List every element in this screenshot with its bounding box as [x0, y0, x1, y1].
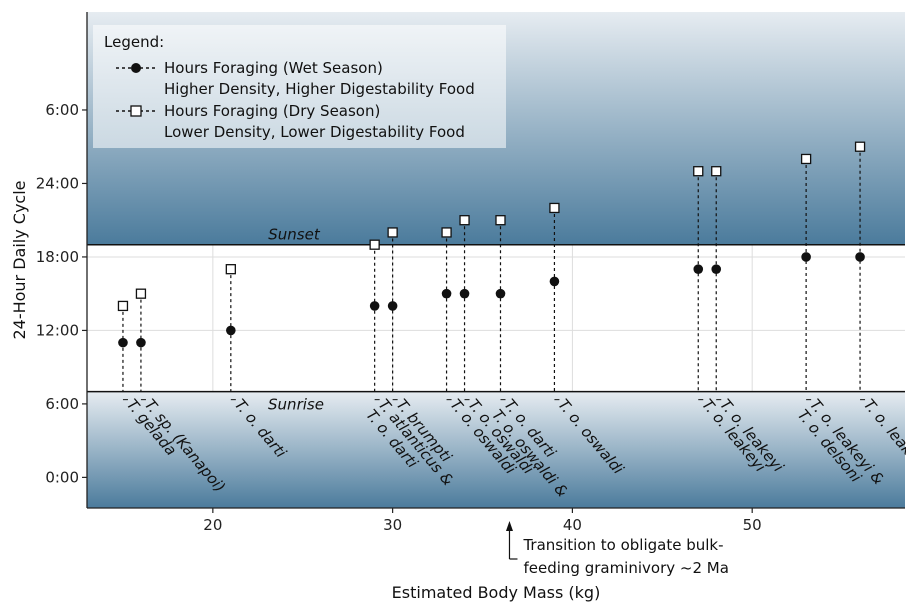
dry-season-point	[549, 202, 560, 214]
dry-season-point	[800, 153, 812, 165]
dry-season-point	[459, 215, 470, 226]
x-tick-label: 40	[563, 516, 582, 534]
wet-season-point	[441, 288, 452, 299]
wet-season-point	[459, 288, 470, 299]
wet-season-point	[118, 337, 128, 348]
dry-season-point	[369, 239, 380, 250]
axes: 20 30 40 50 0:00 6:00 12:00 18:00 24:00 6:00	[36, 12, 905, 534]
x-tick-label: 20	[203, 516, 222, 534]
wet-season-point	[495, 288, 506, 299]
y-tick-label: 24:00	[36, 174, 79, 192]
sunset-label: Sunset	[268, 226, 321, 244]
legend-dry-line1: Hours Foraging (Dry Season)	[164, 102, 380, 120]
dry-season-point	[495, 215, 506, 226]
wet-season-point	[801, 252, 811, 262]
dry-season-point	[135, 288, 147, 299]
dry-season-point	[854, 141, 866, 152]
legend: Legend: Hours Foraging (Wet Season) High…	[93, 25, 506, 148]
wet-season-point	[693, 264, 704, 274]
legend-box	[93, 25, 506, 148]
night-band-bottom	[87, 391, 905, 508]
y-axis-title: 24-Hour Daily Cycle	[10, 180, 29, 339]
legend-dry-line2: Lower Density, Lower Digestability Food	[164, 123, 465, 141]
dry-season-point	[387, 227, 398, 238]
wet-season-point	[136, 337, 146, 348]
wet-season-point	[549, 276, 560, 287]
sunrise-label: Sunrise	[268, 396, 324, 414]
y-tick-label: 0:00	[45, 468, 79, 486]
wet-season-point	[711, 264, 722, 274]
transition-text-line1: Transition to obligate bulk-	[522, 536, 723, 554]
transition-text-line2: feeding graminivory ~2 Ma	[523, 559, 728, 577]
dry-season-point	[711, 166, 722, 177]
dry-season-point	[441, 227, 452, 238]
legend-dry-marker	[130, 105, 142, 117]
dry-season-point	[117, 300, 129, 312]
wet-season-point	[369, 301, 380, 311]
markers	[117, 141, 866, 348]
wet-season-point	[855, 252, 865, 262]
x-tick-label: 50	[743, 516, 762, 534]
x-tick-label: 30	[383, 516, 402, 534]
legend-entry-dry: Hours Foraging (Dry Season) Lower Densit…	[116, 102, 465, 141]
y-tick-label: 12:00	[36, 321, 79, 339]
x-axis-title: Estimated Body Mass (kg)	[392, 583, 601, 602]
transition-annotation: Transition to obligate bulk- feeding gra…	[505, 521, 729, 577]
y-tick-label: 18:00	[36, 248, 79, 266]
transition-arrow-head	[505, 521, 513, 531]
legend-wet-line2: Higher Density, Higher Digestability Foo…	[164, 80, 475, 98]
y-tick-label: 6:00	[45, 395, 79, 413]
legend-wet-marker	[131, 63, 141, 73]
legend-wet-line1: Hours Foraging (Wet Season)	[164, 59, 383, 77]
y-tick-label: 6:00	[45, 101, 79, 119]
wet-season-point	[387, 301, 398, 311]
wet-season-point	[226, 325, 236, 336]
legend-title: Legend:	[104, 33, 164, 51]
dry-season-point	[225, 264, 236, 275]
legend-entry-wet: Hours Foraging (Wet Season) Higher Densi…	[116, 59, 475, 98]
dry-season-point	[693, 166, 704, 177]
